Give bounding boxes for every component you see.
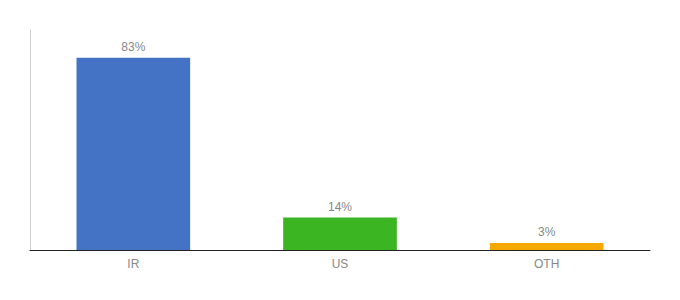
svg-text:3%: 3% (538, 225, 556, 239)
svg-text:IR: IR (127, 257, 139, 271)
svg-text:OTH: OTH (534, 257, 559, 271)
svg-text:US: US (332, 257, 349, 271)
svg-text:83%: 83% (121, 40, 145, 54)
svg-text:14%: 14% (328, 200, 352, 214)
